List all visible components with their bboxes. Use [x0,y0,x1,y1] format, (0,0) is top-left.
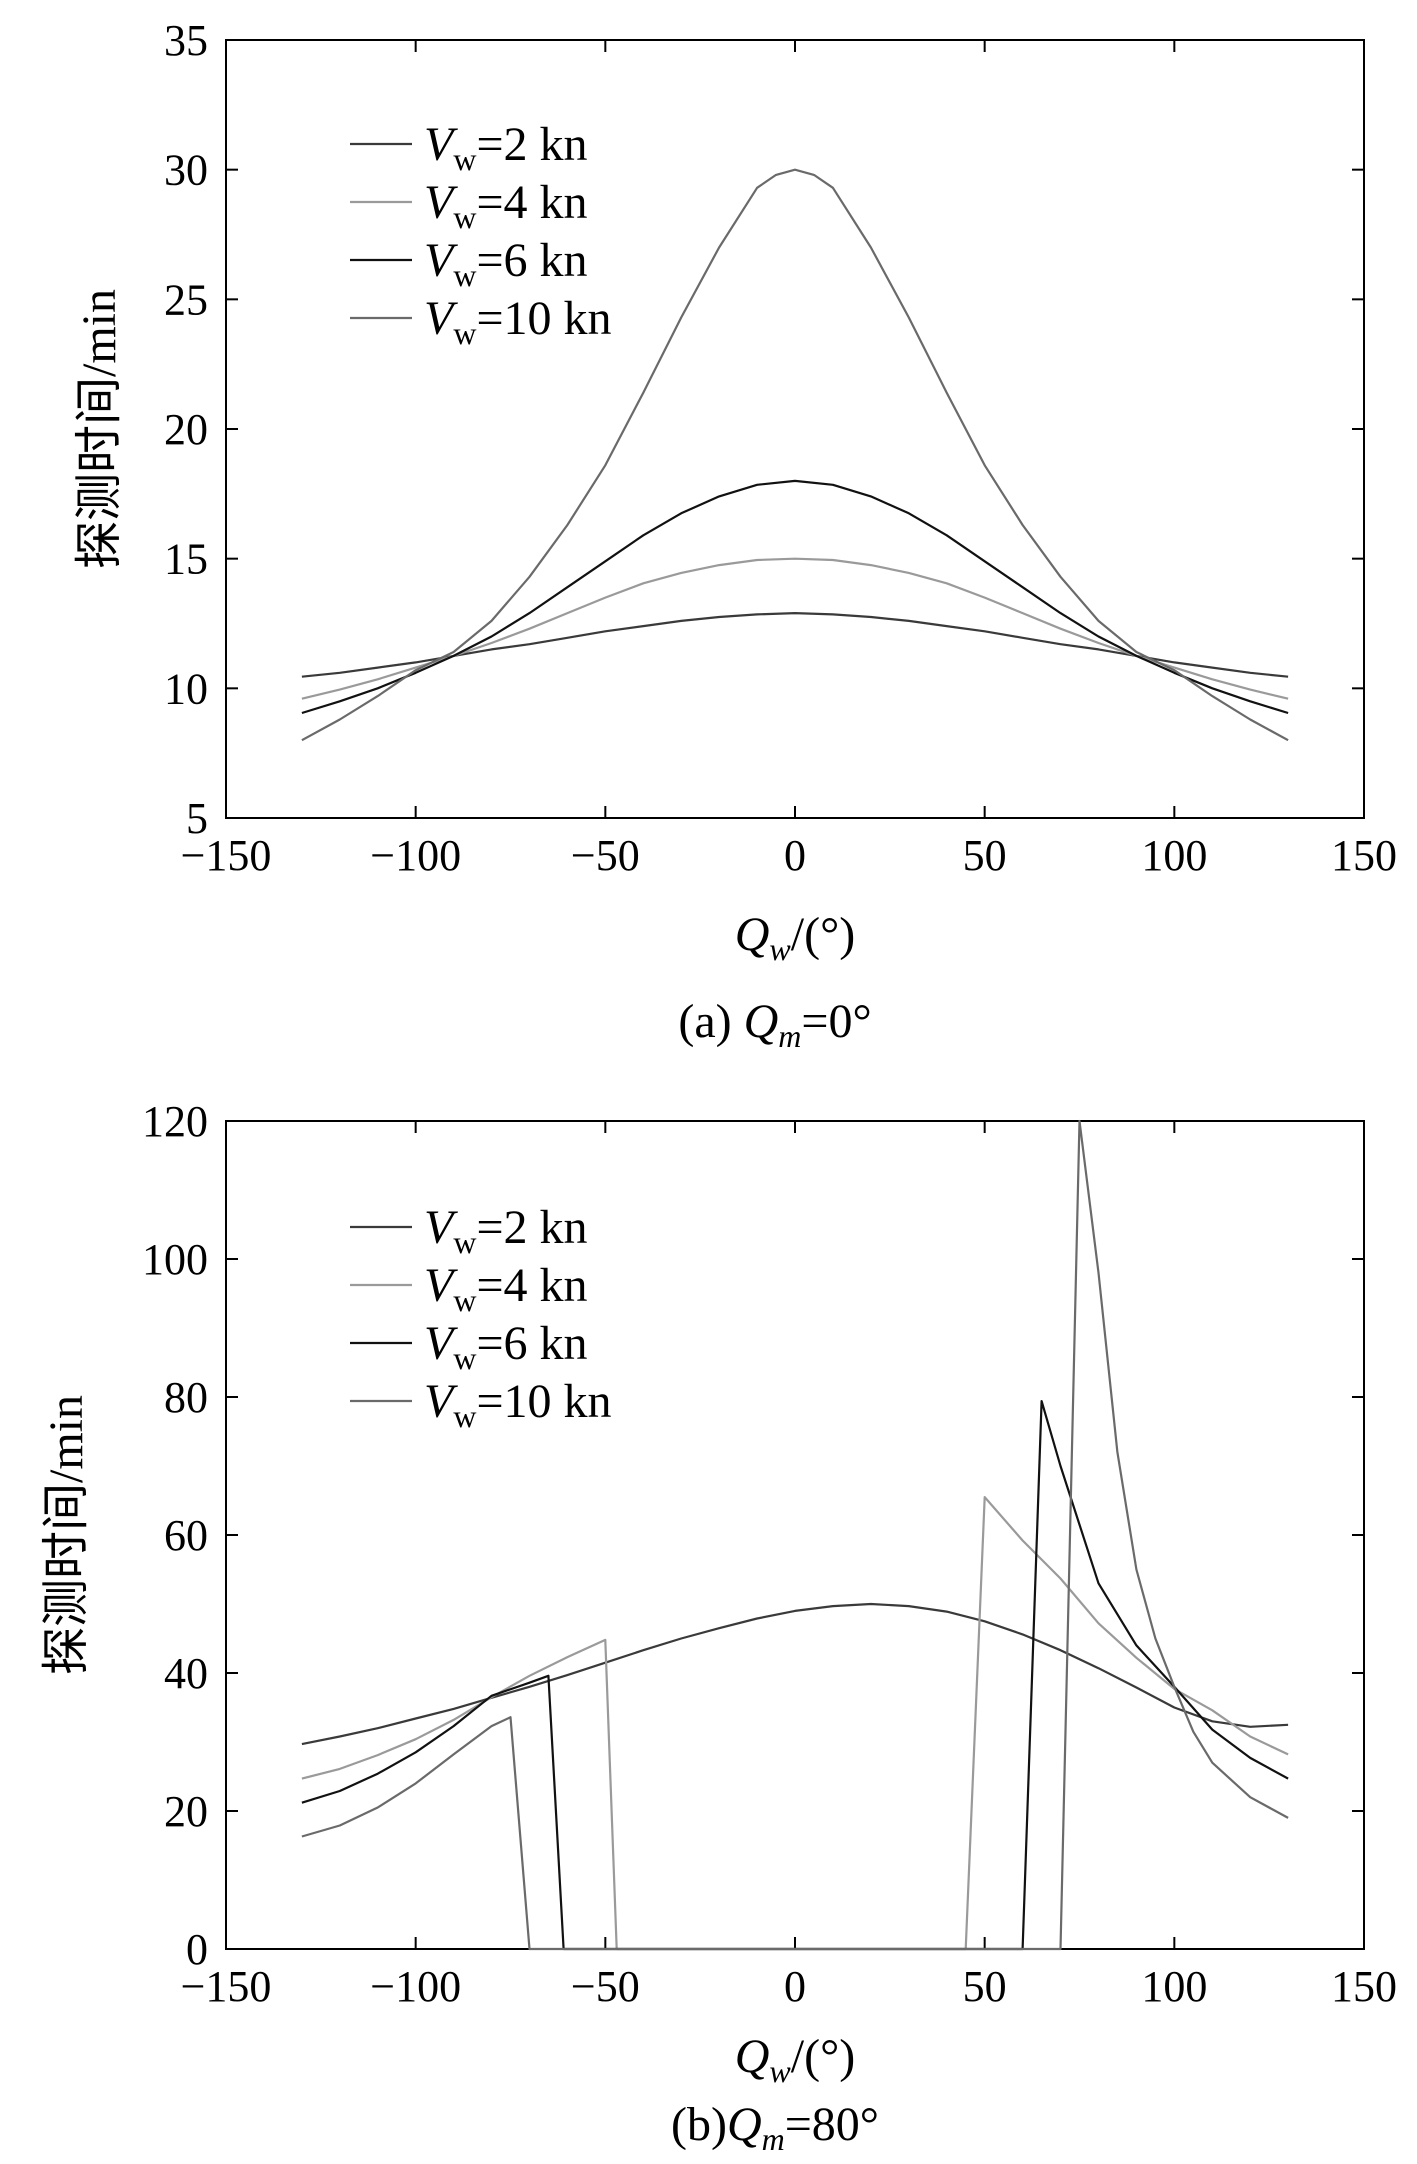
legend-text: =10 kn [476,1375,611,1428]
x-tick-label: −150 [181,831,272,880]
x-tick-label: −150 [181,1962,272,2011]
legend-entry: Vw=6 kn [424,1317,588,1376]
y-tick-label: 15 [164,535,208,584]
legend-var: V [424,118,458,171]
legend-sub: w [453,199,476,235]
series-line-10kn [301,168,1289,742]
x-axis-label-var: Q [735,2030,770,2083]
y-axis-label: 探测时间/min [40,1395,93,1675]
y-tick-label: 100 [142,1235,208,1284]
legend-entry: Vw=2 kn [424,1201,588,1260]
legend-text: =2 kn [476,118,587,171]
series-line-4kn [301,557,1289,700]
y-tick-label: 5 [186,794,208,843]
y-tick-label: 10 [164,664,208,713]
legend-sub: w [453,257,476,293]
legend-text: =2 kn [476,1201,587,1254]
legend-var: V [424,292,458,345]
x-tick-label: 0 [784,831,806,880]
caption-prefix: (a) [678,995,743,1048]
legend-var: V [424,1375,458,1428]
legend-entry: Vw=2 kn [424,118,588,177]
series-line-6kn [301,1399,1289,1951]
y-tick-label: 20 [164,405,208,454]
x-axis-label: Qw/(°) [735,908,856,967]
series-line-10kn [301,1119,1289,1951]
legend-sub: w [453,1398,476,1434]
y-tick-label: 35 [164,16,208,65]
caption-sub: m [778,1018,801,1054]
series-line-2kn [301,611,1289,678]
x-tick-label: 50 [963,831,1007,880]
x-tick-label: 150 [1331,1962,1397,2011]
y-tick-label: 40 [164,1649,208,1698]
legend-var: V [424,1201,458,1254]
legend-text: =4 kn [476,1259,587,1312]
x-tick-label: 100 [1141,831,1207,880]
legend-entry: Vw=4 kn [424,1259,588,1318]
x-tick-label: 150 [1331,831,1397,880]
caption: (a) Qm=0° [678,995,871,1054]
x-axis-label-sub: w [769,931,791,967]
plot-frame [225,39,1365,819]
x-axis-label-var: Q [735,908,770,961]
legend-text: =10 kn [476,292,611,345]
x-tick-label: −100 [370,1962,461,2011]
x-axis-label-sub: w [769,2053,791,2089]
legend-text: =6 kn [476,234,587,287]
series-line-2kn [301,1602,1289,1746]
x-tick-label: 50 [963,1962,1007,2011]
y-tick-label: 120 [142,1097,208,1146]
x-axis-label-unit: /(°) [791,2030,856,2083]
y-tick-label: 20 [164,1787,208,1836]
legend-var: V [424,1317,458,1370]
legend-text: =6 kn [476,1317,587,1370]
x-tick-label: 100 [1141,1962,1207,2011]
legend-entry: Vw=6 kn [424,234,588,293]
legend-sub: w [453,1282,476,1318]
legend-entry: Vw=10 kn [424,292,612,351]
x-axis-label-unit: /(°) [791,908,856,961]
legend-entry: Vw=4 kn [424,176,588,235]
legend-var: V [424,1259,458,1312]
caption-prefix: (b) [671,2098,727,2151]
legend-var: V [424,234,458,287]
y-tick-label: 0 [186,1925,208,1974]
caption: (b)Qm=80° [671,2098,879,2157]
caption-suffix: =0° [801,995,871,1048]
y-axis-label: 探测时间/min [73,289,126,569]
legend-sub: w [453,315,476,351]
x-tick-label: −50 [571,831,640,880]
legend-sub: w [453,1340,476,1376]
caption-sub: m [762,2121,785,2157]
x-axis-label: Qw/(°) [735,2030,856,2089]
chart-panel-b: −150 −100 −50 0 50 100 150020406080100120Vw=2 … [40,1097,1397,2157]
legend-sub: w [453,141,476,177]
legend-text: =4 kn [476,176,587,229]
series-line-6kn [301,479,1289,715]
x-tick-label: −100 [370,831,461,880]
x-tick-label: 0 [784,1962,806,2011]
plot-frame [225,1120,1365,1950]
caption-var: Q [727,2098,762,2151]
caption-suffix: =80° [785,2098,879,2151]
y-tick-label: 30 [164,146,208,195]
x-tick-label: −50 [571,1962,640,2011]
legend-sub: w [453,1224,476,1260]
legend-var: V [424,176,458,229]
caption-var: Q [744,995,779,1048]
y-tick-label: 60 [164,1511,208,1560]
series-line-4kn [301,1495,1289,1951]
y-tick-label: 25 [164,275,208,324]
legend-entry: Vw=10 kn [424,1375,612,1434]
y-tick-label: 80 [164,1373,208,1422]
